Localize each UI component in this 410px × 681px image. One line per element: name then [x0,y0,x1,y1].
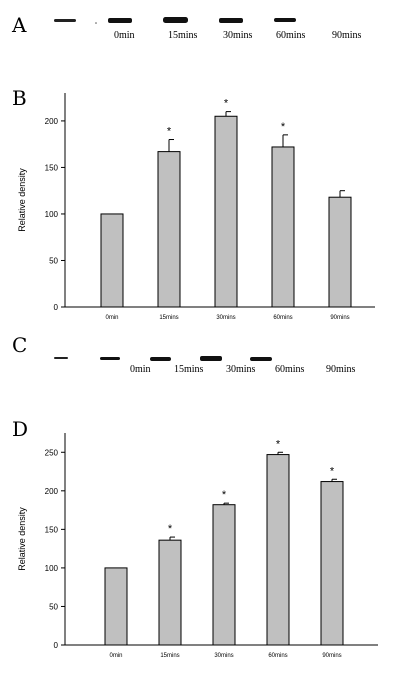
chart-d-significance-star: * [222,489,227,501]
blot-c-band-3 [150,357,171,361]
chart-b-significance-star: * [281,121,286,133]
chart-d-y-tick-label: 150 [45,525,59,534]
blot-c-label-90mins: 90mins [326,364,356,375]
panel-c-letter: C [12,333,27,357]
chart-b-significance-star: * [167,126,172,138]
chart-b-category-label: 90mins [330,315,349,321]
chart-b-bar [214,115,238,308]
blot-a-label-60mins: 60mins [276,30,306,41]
chart-d-bar [212,504,236,646]
chart-d-bar [320,481,344,646]
chart-d-y-tick-label: 200 [45,487,59,496]
chart-b-category-label: 60mins [273,315,292,321]
blot-a-band-5 [274,18,296,22]
blot-a-label-30mins: 30mins [223,30,253,41]
chart-d-significance-star: * [276,438,281,450]
chart-d-category-label: 90mins [322,653,341,659]
blot-a [54,17,296,24]
chart-b-category-label: 30mins [216,315,235,321]
chart-d-y-tick-label: 50 [49,602,58,611]
blot-c-band-5 [250,357,272,361]
chart-b-y-axis-title: Relative density [17,168,27,232]
chart-d-category-label: 15mins [160,653,179,659]
chart-d: 0 50 100 150 200 250 Relative density 0min * 15mi… [17,433,378,659]
blot-c-label-0min: 0min [130,364,151,375]
blot-c-band-2 [100,357,120,360]
chart-d-category-label: 60mins [268,653,287,659]
chart-b-y-tick-label: 150 [45,163,59,172]
chart-d-category-label: 30mins [214,653,233,659]
chart-d-y-tick-label: 100 [45,564,59,573]
chart-b-category-label: 0min [105,315,118,321]
chart-b: 0 50 100 150 200 Relative density 0min * 15mins *… [17,93,375,321]
chart-b-y-tick-label: 200 [45,117,59,126]
chart-d-bar [158,539,182,646]
chart-b-y-tick-label: 100 [45,210,59,219]
chart-b-bar [271,146,295,308]
chart-d-category-label: 0min [109,653,122,659]
blot-c-label-30mins: 30mins [226,364,256,375]
chart-d-y-axis-title: Relative density [17,507,27,571]
chart-b-bar [157,151,181,308]
chart-b-significance-star: * [224,98,229,110]
chart-d-significance-star: * [168,523,173,535]
chart-d-y-tick-label: 250 [45,448,59,457]
chart-b-bar [100,213,124,308]
panel-d-letter: D [12,417,28,441]
blot-a-band-4 [219,18,243,23]
panel-a-letter: A [11,13,27,37]
blot-a-label-90mins: 90mins [332,30,362,41]
blot-a-band-3 [163,17,188,23]
blot-a-speck [95,22,97,24]
panel-b-letter: B [12,86,27,110]
chart-d-y-tick-label: 0 [54,641,59,650]
blot-c-band-4 [200,356,222,361]
chart-b-category-label: 15mins [159,315,178,321]
blot-a-label-15mins: 15mins [168,30,198,41]
chart-d-significance-star: * [330,465,335,477]
blot-c-band-1 [54,357,68,359]
blot-a-label-0min: 0min [114,30,135,41]
blot-c-label-15mins: 15mins [174,364,204,375]
blot-a-band-2 [108,18,132,23]
blot-c [54,356,272,361]
chart-b-y-tick-label: 50 [49,256,58,265]
blot-a-band-1 [54,19,76,22]
chart-d-bar [266,454,290,646]
chart-b-bar [328,196,352,308]
chart-d-bar [104,567,128,646]
blot-c-label-60mins: 60mins [275,364,305,375]
chart-b-y-tick-label: 0 [54,303,59,312]
